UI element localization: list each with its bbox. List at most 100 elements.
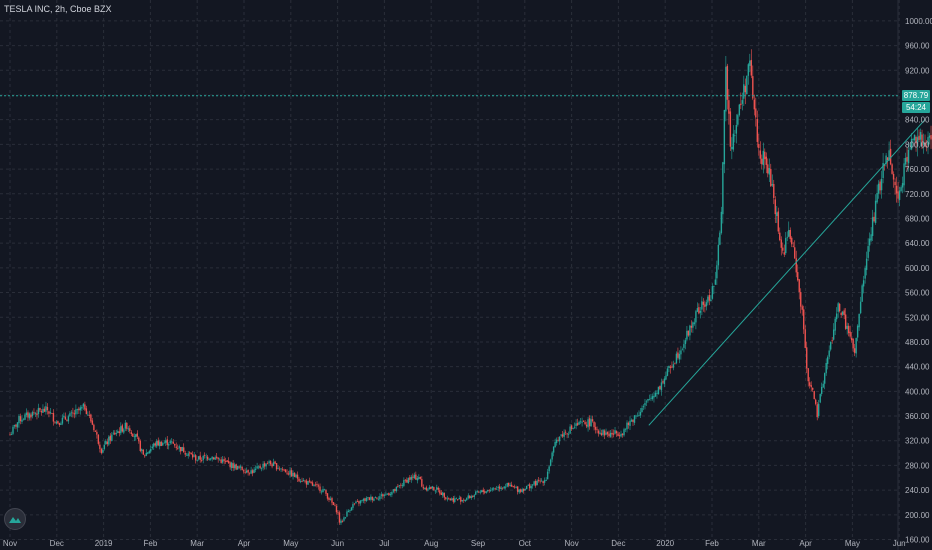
- candle-body: [906, 156, 908, 162]
- last-price-badge: 878.79: [902, 90, 930, 102]
- candle-body: [424, 488, 426, 490]
- candle-body: [221, 459, 224, 463]
- candle-body: [546, 471, 549, 480]
- candle-body: [591, 419, 594, 422]
- candle-body: [289, 470, 291, 475]
- candle-body: [209, 458, 212, 460]
- candle-body: [284, 469, 287, 473]
- candle-body: [540, 480, 543, 482]
- candle-body: [260, 468, 263, 470]
- candle-body: [200, 460, 203, 461]
- candle-body: [112, 432, 115, 434]
- candle-body: [422, 487, 425, 489]
- candle-body: [403, 480, 405, 486]
- candle-body: [335, 506, 338, 513]
- candle-body: [579, 421, 582, 423]
- candle-body: [588, 418, 591, 427]
- candle-body: [913, 134, 916, 141]
- tradingview-cloud-icon[interactable]: [4, 508, 26, 530]
- time-axis[interactable]: Nov Dec 2019 Feb Mar Apr May Jun Jul Aug Sep Oct Nov…: [3, 539, 906, 548]
- candle-body: [916, 137, 919, 147]
- candle-body: [404, 479, 407, 481]
- candle-body: [287, 473, 290, 475]
- candle-body: [716, 265, 718, 279]
- candle-body: [761, 158, 763, 165]
- candle-body: [40, 411, 43, 413]
- candle-body: [256, 466, 258, 469]
- candle-body: [130, 432, 133, 435]
- candle-body: [138, 437, 140, 442]
- y-tick-label: 200.00: [905, 511, 930, 520]
- candle-body: [57, 421, 59, 424]
- candle-body: [735, 124, 738, 134]
- candle-body: [108, 436, 110, 445]
- candle-body: [298, 478, 300, 482]
- candle-body: [272, 462, 275, 467]
- candle-body: [930, 135, 932, 140]
- candle-body: [810, 385, 812, 388]
- candle-body: [203, 455, 206, 457]
- candle-body: [859, 301, 862, 314]
- candle-body: [701, 301, 703, 310]
- candle-body: [331, 498, 333, 503]
- candle-body: [364, 498, 366, 501]
- candle-body: [624, 428, 627, 430]
- candle-body: [206, 456, 209, 460]
- candle-body: [888, 150, 890, 161]
- candle-body: [118, 431, 121, 434]
- candle-body: [211, 456, 213, 459]
- x-tick-label: Mar: [752, 539, 766, 548]
- candle-body: [627, 422, 630, 425]
- x-tick-label: Jun: [331, 539, 344, 548]
- candle-body: [834, 318, 836, 331]
- candle-body: [322, 489, 324, 493]
- candle-body: [380, 494, 383, 496]
- candle-body: [329, 498, 332, 500]
- candle-body: [882, 163, 884, 178]
- candle-body: [671, 366, 673, 368]
- candle-body: [166, 439, 168, 446]
- candle-body: [578, 421, 580, 425]
- candle-body: [871, 217, 874, 236]
- y-tick-label: 680.00: [905, 214, 930, 223]
- x-tick-label: Aug: [424, 539, 438, 548]
- candle-body: [543, 480, 546, 483]
- candle-body: [52, 413, 55, 422]
- candle-body: [277, 468, 279, 470]
- candle-body: [311, 482, 314, 486]
- candle-body: [764, 151, 766, 160]
- candle-body: [353, 503, 356, 505]
- candle-body: [519, 489, 522, 492]
- x-tick-label: Nov: [564, 539, 578, 548]
- candle-body: [472, 495, 474, 497]
- candle-body: [509, 484, 511, 487]
- candle-body: [418, 477, 420, 479]
- candle-body: [798, 279, 800, 293]
- candle-body: [494, 488, 496, 490]
- candle-body: [33, 412, 35, 414]
- candle-body: [356, 501, 359, 502]
- candle-body: [232, 463, 234, 469]
- candle-body: [666, 368, 669, 376]
- candle-body: [488, 490, 490, 492]
- candle-body: [922, 142, 925, 145]
- candle-body: [551, 452, 553, 460]
- candle-body: [386, 493, 389, 495]
- x-tick-label: Jun: [893, 539, 906, 548]
- candle-body: [609, 432, 612, 437]
- candle-body: [442, 492, 444, 496]
- candle-body: [756, 119, 759, 142]
- y-tick-label: 800.00: [905, 140, 930, 149]
- y-tick-label: 360.00: [905, 412, 930, 421]
- x-tick-label: 2020: [656, 539, 674, 548]
- candle-body: [154, 443, 156, 446]
- candle-body: [195, 455, 197, 461]
- y-tick-label: 480.00: [905, 338, 930, 347]
- candle-body: [493, 488, 495, 490]
- candle-body: [460, 497, 462, 502]
- candle-body: [753, 99, 756, 110]
- trendline-drawing[interactable]: [648, 119, 926, 426]
- candle-body: [648, 399, 651, 401]
- chart-title: TESLA INC, 2h, Cboe BZX: [4, 4, 112, 14]
